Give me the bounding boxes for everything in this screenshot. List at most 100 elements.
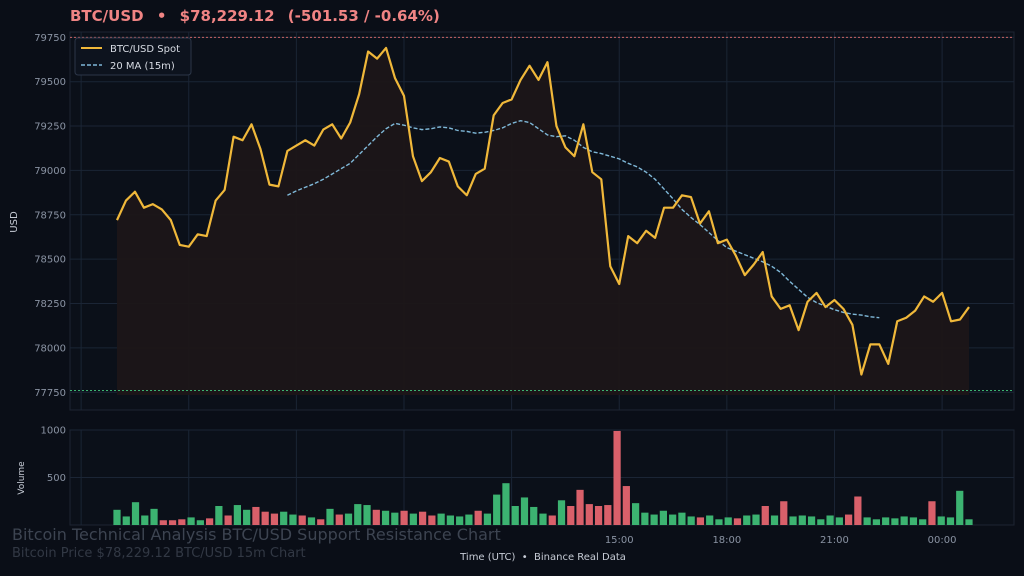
volume-bar bbox=[650, 514, 658, 525]
volume-bar bbox=[344, 513, 353, 525]
volume-bar bbox=[372, 509, 380, 525]
volume-bar bbox=[761, 506, 769, 525]
volume-bar bbox=[233, 505, 241, 525]
time-x-ticks: 15:00 18:00 21:00 00:00 bbox=[605, 535, 957, 546]
volume-bar bbox=[178, 519, 186, 525]
volume-bar bbox=[678, 512, 686, 525]
volume-bar bbox=[150, 508, 158, 525]
volume-bar bbox=[807, 516, 816, 525]
volume-bar bbox=[437, 513, 445, 525]
volume-bar bbox=[770, 515, 779, 525]
volume-bar bbox=[206, 518, 214, 525]
volume-bar bbox=[789, 516, 797, 525]
volume-bar bbox=[946, 517, 955, 525]
volume-bar bbox=[669, 514, 677, 525]
volume-bar bbox=[122, 516, 130, 525]
volume-bar bbox=[882, 517, 890, 525]
chart-title-separator: • bbox=[157, 7, 167, 25]
spot-price-line bbox=[116, 46, 970, 376]
volume-bar bbox=[835, 517, 843, 525]
volume-bar bbox=[937, 516, 945, 525]
chart-title-change: (-501.53 / -0.64%) bbox=[288, 7, 440, 25]
volume-bar bbox=[465, 514, 473, 525]
chart-title-symbol: BTC/USD bbox=[70, 7, 144, 25]
chart-title: BTC/USD • $78,229.12 (-501.53 / -0.64%) bbox=[70, 7, 440, 25]
volume-bar bbox=[715, 519, 723, 525]
volume-bar bbox=[863, 517, 871, 525]
volume-bar bbox=[641, 512, 649, 525]
volume-bar bbox=[317, 519, 325, 525]
volume-bar bbox=[872, 519, 880, 525]
volume-bar bbox=[928, 501, 936, 525]
price-y-tick-label: 78500 bbox=[34, 255, 66, 266]
volume-y-axis-label: Volume bbox=[17, 461, 27, 495]
volume-bar bbox=[724, 517, 732, 525]
volume-bar bbox=[354, 504, 362, 525]
volume-bar bbox=[474, 510, 482, 525]
volume-bar bbox=[576, 489, 584, 525]
time-tick-label: 18:00 bbox=[712, 535, 741, 546]
volume-bar bbox=[752, 514, 760, 525]
ma-series bbox=[287, 120, 880, 319]
time-tick-label: 15:00 bbox=[605, 535, 634, 546]
volume-bar bbox=[594, 506, 603, 525]
volume-bar bbox=[224, 515, 232, 525]
legend-box bbox=[74, 37, 192, 76]
volume-bar bbox=[706, 515, 714, 525]
price-y-tick-label: 78750 bbox=[34, 210, 66, 221]
volume-bar bbox=[696, 517, 705, 525]
price-panel: 77750 78000 78250 78500 78750 79000 79250 79500… bbox=[9, 31, 1015, 411]
volume-bar bbox=[456, 516, 464, 525]
price-y-tick-label: 79750 bbox=[34, 33, 66, 44]
volume-panel: 500 1000 15:00 18:00 21:00 00:00 Volume bbox=[17, 426, 1015, 546]
volume-bar bbox=[381, 510, 390, 525]
volume-bar bbox=[131, 502, 140, 525]
volume-y-tick-label: 1000 bbox=[41, 426, 66, 437]
volume-bar bbox=[604, 505, 612, 525]
price-y-ticks: 77750 78000 78250 78500 78750 79000 79250 79500… bbox=[34, 33, 66, 399]
price-series bbox=[116, 46, 970, 376]
volume-bar bbox=[659, 510, 667, 525]
volume-bar bbox=[845, 514, 853, 525]
volume-bar bbox=[419, 511, 427, 525]
volume-bar bbox=[557, 500, 566, 525]
volume-bar bbox=[632, 503, 640, 525]
volume-bar bbox=[530, 506, 538, 525]
volume-bar bbox=[622, 486, 630, 525]
volume-bar bbox=[400, 510, 408, 525]
volume-bar bbox=[196, 520, 204, 525]
x-axis-label: Time (UTC) • Binance Real Data bbox=[459, 552, 626, 563]
volume-bar bbox=[511, 506, 519, 525]
volume-bar bbox=[307, 517, 316, 525]
ma-line bbox=[287, 120, 880, 319]
volume-bar bbox=[326, 508, 334, 525]
time-tick-label: 21:00 bbox=[820, 535, 849, 546]
volume-bar bbox=[113, 509, 121, 525]
volume-bar bbox=[289, 514, 297, 525]
chart-title-price: $78,229.12 bbox=[180, 7, 275, 25]
volume-bar bbox=[493, 494, 501, 525]
volume-bars bbox=[113, 430, 973, 525]
legend: BTC/USD Spot 20 MA (15m) bbox=[74, 37, 192, 76]
volume-bar bbox=[141, 515, 149, 525]
volume-bar bbox=[585, 504, 593, 525]
volume-bar bbox=[548, 515, 556, 525]
volume-bar bbox=[539, 513, 547, 525]
volume-bar bbox=[909, 517, 918, 525]
volume-y-tick-label: 500 bbox=[47, 473, 66, 484]
volume-bar bbox=[900, 516, 908, 525]
volume-bar bbox=[520, 497, 529, 525]
volume-bar bbox=[891, 518, 899, 525]
volume-grid bbox=[70, 429, 1014, 525]
volume-bar bbox=[446, 515, 454, 525]
price-y-tick-label: 79000 bbox=[34, 166, 66, 177]
price-y-tick-label: 78000 bbox=[34, 343, 66, 354]
volume-bar bbox=[159, 520, 167, 525]
volume-bar bbox=[187, 517, 195, 525]
volume-bar bbox=[956, 490, 964, 525]
volume-bar bbox=[826, 515, 834, 525]
volume-bar bbox=[391, 512, 399, 525]
legend-ma-label: 20 MA (15m) bbox=[110, 61, 175, 72]
